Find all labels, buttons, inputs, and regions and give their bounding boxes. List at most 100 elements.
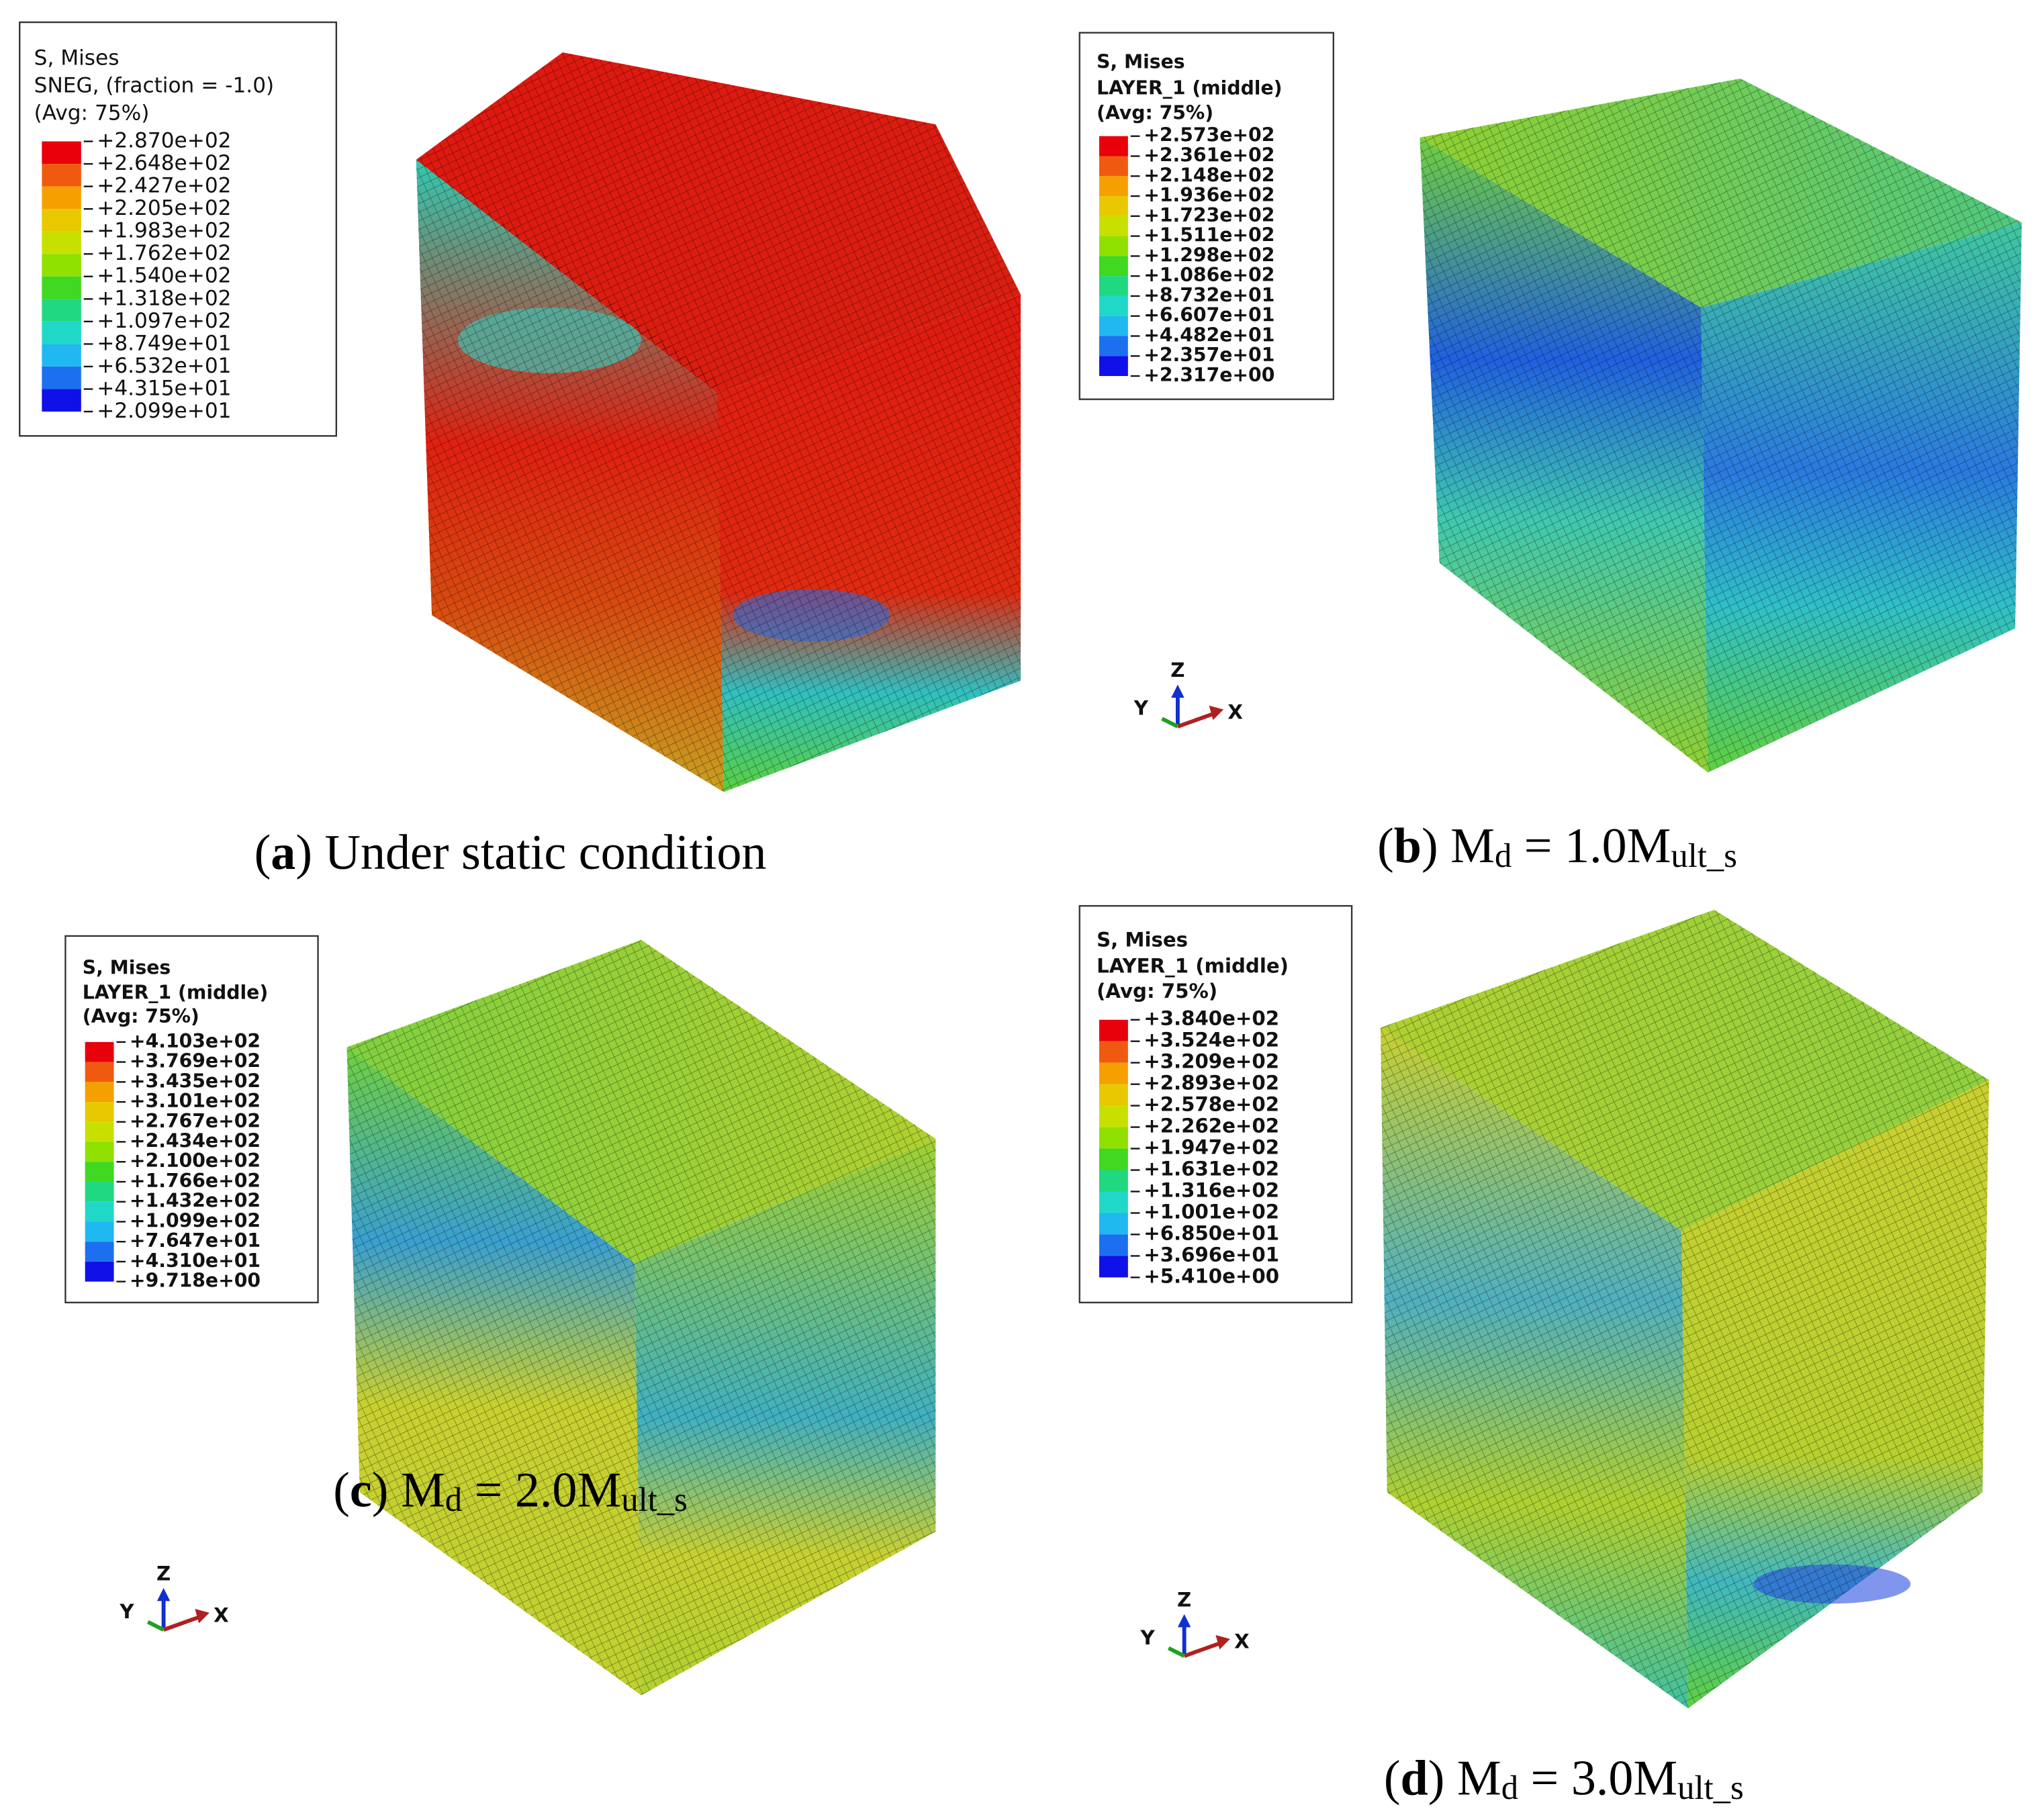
caption-part: = 1.0M — [1512, 819, 1671, 874]
axis-y — [1167, 1646, 1185, 1658]
axis-x — [162, 1614, 201, 1632]
caption-part: b — [1394, 819, 1422, 874]
axis-label: Y — [1133, 697, 1149, 720]
legend-value: +1.936e+02 — [1144, 184, 1274, 206]
mesh — [346, 1047, 641, 1695]
legend-value: +9.718e+00 — [130, 1270, 261, 1292]
legend-title: S, Mises — [34, 46, 120, 71]
legend-swatch — [85, 1181, 114, 1202]
legend-value: +4.315e+01 — [97, 376, 231, 400]
mesh — [716, 294, 1021, 792]
axis-x — [1176, 711, 1215, 729]
caption-part: d — [1495, 837, 1512, 874]
mesh — [1420, 137, 1708, 773]
caption-part: a — [271, 825, 295, 880]
axis-y — [1161, 716, 1179, 729]
legend-value: +2.767e+02 — [130, 1110, 261, 1132]
legend-swatch — [1099, 176, 1128, 197]
legend-value: +4.103e+02 — [130, 1030, 261, 1052]
legend-value: +1.316e+02 — [1144, 1178, 1279, 1201]
caption: (a) Under static condition — [254, 825, 767, 880]
legend-value: +1.001e+02 — [1144, 1200, 1279, 1223]
legend-value: +2.361e+02 — [1144, 144, 1274, 167]
caption-part: = 3.0M — [1518, 1751, 1677, 1806]
legend-value: +1.432e+02 — [130, 1190, 261, 1212]
legend-swatch — [1099, 196, 1128, 216]
legend-value: +8.749e+01 — [97, 331, 231, 355]
legend-value: +2.205e+02 — [97, 196, 231, 220]
mesh — [635, 1139, 936, 1695]
axis-z-head — [1177, 1614, 1191, 1628]
legend-swatch — [85, 1062, 114, 1082]
legend-value: +1.947e+02 — [1144, 1136, 1279, 1159]
legend-title: SNEG, (fraction = -1.0) — [34, 74, 275, 98]
legend-value: +2.148e+02 — [1144, 164, 1274, 186]
axis-label: X — [214, 1604, 229, 1627]
legend-value: +1.511e+02 — [1144, 224, 1274, 246]
legend-value: +1.318e+02 — [97, 286, 231, 310]
legend-value: +3.209e+02 — [1144, 1050, 1279, 1073]
legend-title: (Avg: 75%) — [1097, 980, 1217, 1003]
legend-swatch — [1099, 216, 1128, 236]
axis-z-head — [156, 1587, 171, 1601]
caption-part: c — [350, 1462, 372, 1518]
legend-value: +3.840e+02 — [1144, 1007, 1279, 1030]
mesh — [416, 52, 1021, 393]
legend-value: +5.410e+00 — [1144, 1264, 1279, 1287]
caption-part: ) M — [372, 1462, 445, 1518]
legend-swatch — [42, 344, 81, 367]
legend-swatch — [1099, 256, 1128, 277]
legend-value: +2.099e+01 — [97, 399, 231, 423]
legend-value: +3.435e+02 — [130, 1070, 261, 1092]
legend-swatch — [42, 141, 81, 165]
axis-x-head — [1209, 705, 1224, 720]
legend-swatch — [42, 299, 81, 322]
legend-value: +1.983e+02 — [97, 219, 231, 243]
fe-model-d — [1380, 909, 1990, 1709]
axis-z-head — [1171, 684, 1184, 698]
caption-part: ) M — [1422, 819, 1495, 874]
legend-swatch — [85, 1201, 114, 1222]
legend-swatch — [1099, 356, 1128, 376]
axis-label: Z — [1177, 1588, 1191, 1611]
legend-swatch — [1099, 1170, 1128, 1192]
legend-swatch — [1099, 1191, 1128, 1213]
legend-swatch — [85, 1102, 114, 1122]
caption-part: ult_s — [1677, 1769, 1744, 1806]
mesh — [1701, 222, 2022, 773]
legend-value: +8.732e+01 — [1144, 284, 1274, 306]
caption-part: ( — [254, 825, 271, 880]
legend-value: +1.298e+02 — [1144, 244, 1274, 266]
legend-swatch — [1099, 1062, 1128, 1084]
legend-swatch — [1099, 136, 1128, 156]
axis-x — [1183, 1640, 1222, 1658]
axis-y — [146, 1620, 165, 1632]
legend-value: +2.262e+02 — [1144, 1115, 1279, 1137]
fe-model-c — [346, 939, 936, 1695]
legend-value: +3.696e+01 — [1144, 1243, 1279, 1266]
mesh — [416, 159, 724, 792]
mesh — [1420, 78, 2022, 308]
legend-value: +6.532e+01 — [97, 354, 231, 378]
legend-value: +7.647e+01 — [130, 1229, 261, 1252]
legend-title: LAYER_1 (middle) — [1097, 955, 1289, 978]
legend-swatch — [42, 231, 81, 254]
legend-swatch — [1099, 276, 1128, 296]
legend-title: LAYER_1 (middle) — [83, 982, 268, 1004]
axis-label: Y — [1140, 1626, 1155, 1649]
legend-swatch — [1099, 1148, 1128, 1170]
caption: (b) Md = 1.0Mult_s — [1377, 819, 1737, 874]
legend-swatch — [42, 321, 81, 344]
caption-part: ( — [1384, 1751, 1401, 1806]
legend-swatch — [42, 389, 81, 412]
legend-swatch — [1099, 1084, 1128, 1106]
legend-swatch — [1099, 1127, 1128, 1149]
axis-label: X — [1234, 1630, 1250, 1653]
legend-value: +1.099e+02 — [130, 1209, 261, 1231]
legend-swatch — [1099, 236, 1128, 257]
legend-value: +4.310e+01 — [130, 1250, 261, 1272]
legend-swatch — [1099, 1234, 1128, 1256]
legend-value: +1.086e+02 — [1144, 264, 1274, 286]
